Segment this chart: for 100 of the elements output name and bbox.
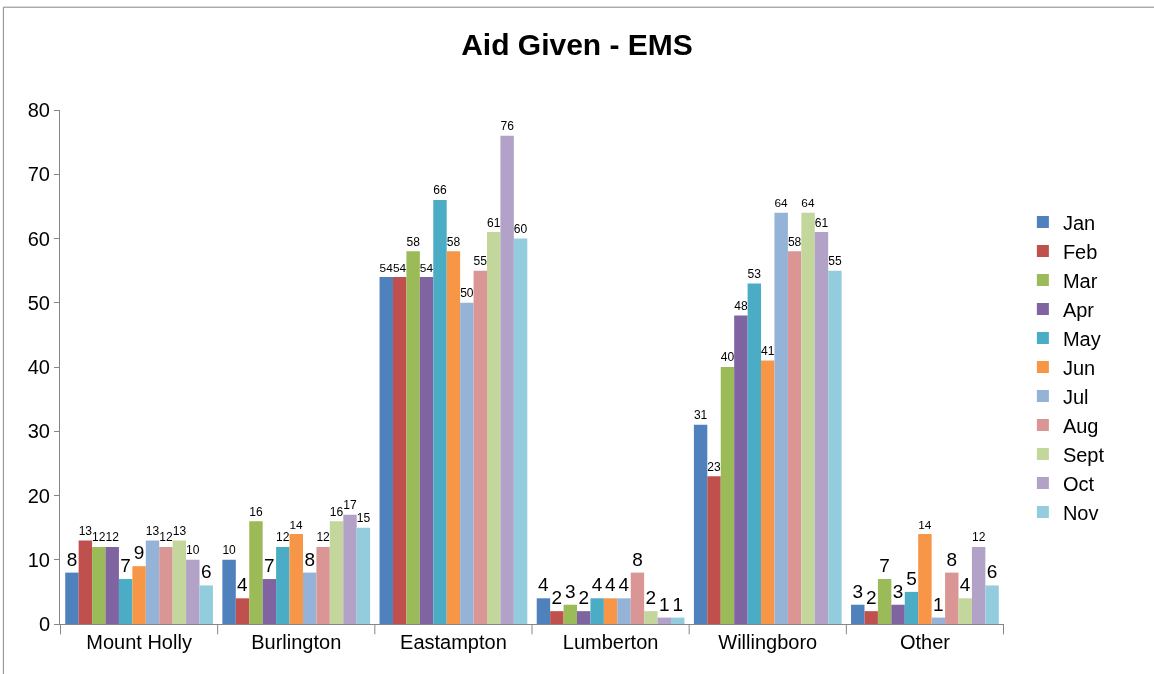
data-label: 10 <box>222 543 237 558</box>
bar <box>92 546 106 624</box>
bar <box>590 598 604 624</box>
data-label: 2 <box>551 587 563 609</box>
data-label: 7 <box>879 555 890 577</box>
data-label: 8 <box>66 548 78 570</box>
data-label: 55 <box>473 254 488 269</box>
bar <box>302 572 317 624</box>
data-label: 12 <box>105 530 120 545</box>
data-label: 4 <box>237 574 249 596</box>
bar <box>577 611 591 624</box>
bar <box>904 591 919 624</box>
data-label: 55 <box>828 254 842 269</box>
y-tick-label: 70 <box>27 163 50 186</box>
data-label: 6 <box>200 561 212 583</box>
data-label: 12 <box>159 530 173 545</box>
bar <box>891 604 905 624</box>
x-tick-label: Other <box>899 631 951 653</box>
data-label: 3 <box>565 580 576 602</box>
data-label: 1 <box>933 593 944 615</box>
bar <box>536 598 551 624</box>
bar <box>486 232 501 624</box>
bar <box>864 611 878 624</box>
bar <box>105 546 119 624</box>
data-label: 14 <box>289 517 304 532</box>
bar <box>78 540 93 624</box>
bar <box>316 546 330 624</box>
bar <box>761 360 775 624</box>
x-tick-label: Mount Holly <box>86 631 192 653</box>
data-label: 17 <box>343 498 357 513</box>
bar <box>222 559 236 624</box>
data-label: 2 <box>578 587 590 609</box>
data-label: 12 <box>276 530 290 545</box>
bar <box>985 585 999 624</box>
bar <box>473 270 487 624</box>
data-label: 7 <box>264 555 275 577</box>
data-label: 61 <box>486 215 501 230</box>
bar <box>550 611 564 624</box>
bar <box>235 598 250 624</box>
legend-label: Jun <box>1062 356 1096 379</box>
bar <box>787 251 802 624</box>
bar <box>630 572 645 624</box>
bar <box>931 617 946 624</box>
data-label: 8 <box>304 548 315 570</box>
chart-title: Aid Given - EMS <box>461 27 693 61</box>
data-label: 53 <box>747 266 762 281</box>
bar <box>720 367 735 624</box>
bar <box>657 617 672 624</box>
y-tick-label: 60 <box>27 227 50 250</box>
bar <box>828 270 842 624</box>
data-label: 76 <box>500 119 515 134</box>
bar <box>199 585 213 624</box>
data-label: 7 <box>120 555 131 577</box>
bar <box>145 540 160 624</box>
legend-label: Feb <box>1062 240 1098 263</box>
bar <box>707 476 721 624</box>
data-label: 2 <box>645 587 657 609</box>
bar <box>671 617 685 624</box>
data-label: 16 <box>249 504 263 519</box>
bar <box>877 579 892 624</box>
bar <box>433 199 447 624</box>
bar <box>644 611 658 624</box>
data-label: 16 <box>329 504 344 519</box>
bar <box>329 521 344 624</box>
bar <box>500 135 514 624</box>
data-label: 1 <box>672 593 684 615</box>
legend-label: May <box>1062 327 1101 350</box>
data-label: 13 <box>78 523 93 538</box>
bar <box>734 315 748 624</box>
x-tick-label: Willingboro <box>718 631 818 653</box>
bar <box>513 238 528 624</box>
data-label: 41 <box>761 344 775 359</box>
bar <box>379 277 393 624</box>
bar <box>172 540 187 624</box>
data-label: 8 <box>946 548 958 570</box>
bar <box>971 546 986 624</box>
data-label: 12 <box>971 530 986 545</box>
bar <box>801 212 815 624</box>
data-label: 4 <box>591 574 603 596</box>
legend-label: Sept <box>1062 443 1105 466</box>
data-label: 5 <box>906 567 917 589</box>
x-tick-label: Burlington <box>251 631 342 653</box>
data-label: 15 <box>356 511 371 526</box>
data-label: 12 <box>92 530 106 545</box>
bar <box>774 212 788 624</box>
bar <box>249 521 263 624</box>
legend-label: Oct <box>1062 472 1095 495</box>
bar <box>132 566 146 624</box>
data-label: 13 <box>172 523 187 538</box>
data-label: 48 <box>734 299 748 314</box>
bar <box>814 232 829 624</box>
bar <box>262 579 277 624</box>
legend-label: Aug <box>1062 414 1099 437</box>
data-label: 64 <box>801 196 815 211</box>
data-label: 54 <box>379 260 394 275</box>
data-label: 4 <box>605 574 617 596</box>
legend-label: Nov <box>1062 501 1099 524</box>
bar <box>343 514 357 624</box>
bar <box>747 283 762 624</box>
bar <box>289 534 303 624</box>
